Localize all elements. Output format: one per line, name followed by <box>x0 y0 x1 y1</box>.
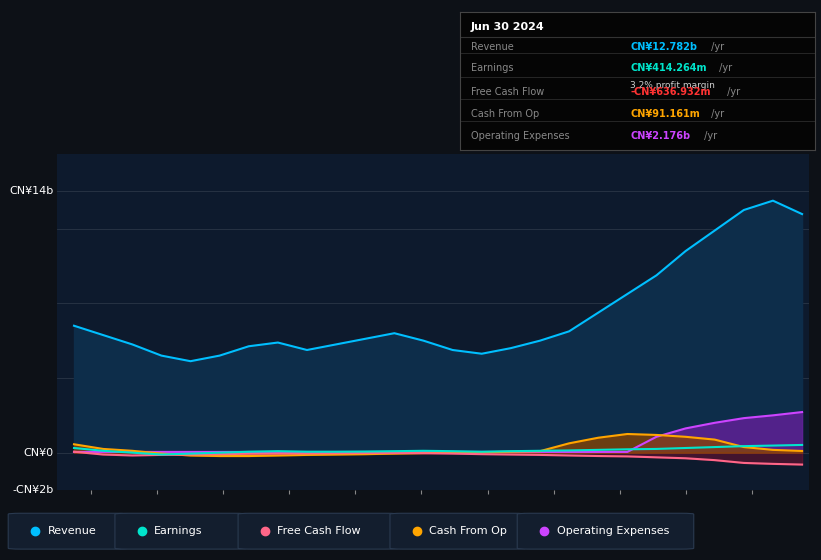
Text: Earnings: Earnings <box>470 63 513 73</box>
Text: -CN¥2b: -CN¥2b <box>12 485 53 495</box>
Text: /yr: /yr <box>716 63 732 73</box>
Text: CN¥91.161m: CN¥91.161m <box>631 109 700 119</box>
Text: -CN¥636.932m: -CN¥636.932m <box>631 86 711 96</box>
Text: Cash From Op: Cash From Op <box>429 526 507 535</box>
Text: /yr: /yr <box>709 109 725 119</box>
Text: CN¥2.176b: CN¥2.176b <box>631 130 690 141</box>
FancyBboxPatch shape <box>390 514 525 549</box>
Text: Revenue: Revenue <box>48 526 96 535</box>
Text: Revenue: Revenue <box>470 43 513 53</box>
Text: /yr: /yr <box>709 43 725 53</box>
Text: CN¥0: CN¥0 <box>24 447 53 458</box>
FancyBboxPatch shape <box>8 514 127 549</box>
FancyBboxPatch shape <box>517 514 694 549</box>
Text: CN¥14b: CN¥14b <box>10 186 53 197</box>
Text: CN¥12.782b: CN¥12.782b <box>631 43 697 53</box>
Text: Jun 30 2024: Jun 30 2024 <box>470 22 544 32</box>
Text: Free Cash Flow: Free Cash Flow <box>470 86 544 96</box>
Text: Free Cash Flow: Free Cash Flow <box>277 526 361 535</box>
FancyBboxPatch shape <box>115 514 246 549</box>
Text: Earnings: Earnings <box>154 526 203 535</box>
Text: 3.2% profit margin: 3.2% profit margin <box>631 81 715 90</box>
Text: Operating Expenses: Operating Expenses <box>470 130 569 141</box>
Text: CN¥414.264m: CN¥414.264m <box>631 63 707 73</box>
Text: /yr: /yr <box>724 86 741 96</box>
Text: Operating Expenses: Operating Expenses <box>557 526 669 535</box>
Text: /yr: /yr <box>700 130 717 141</box>
FancyBboxPatch shape <box>238 514 398 549</box>
Text: Cash From Op: Cash From Op <box>470 109 539 119</box>
